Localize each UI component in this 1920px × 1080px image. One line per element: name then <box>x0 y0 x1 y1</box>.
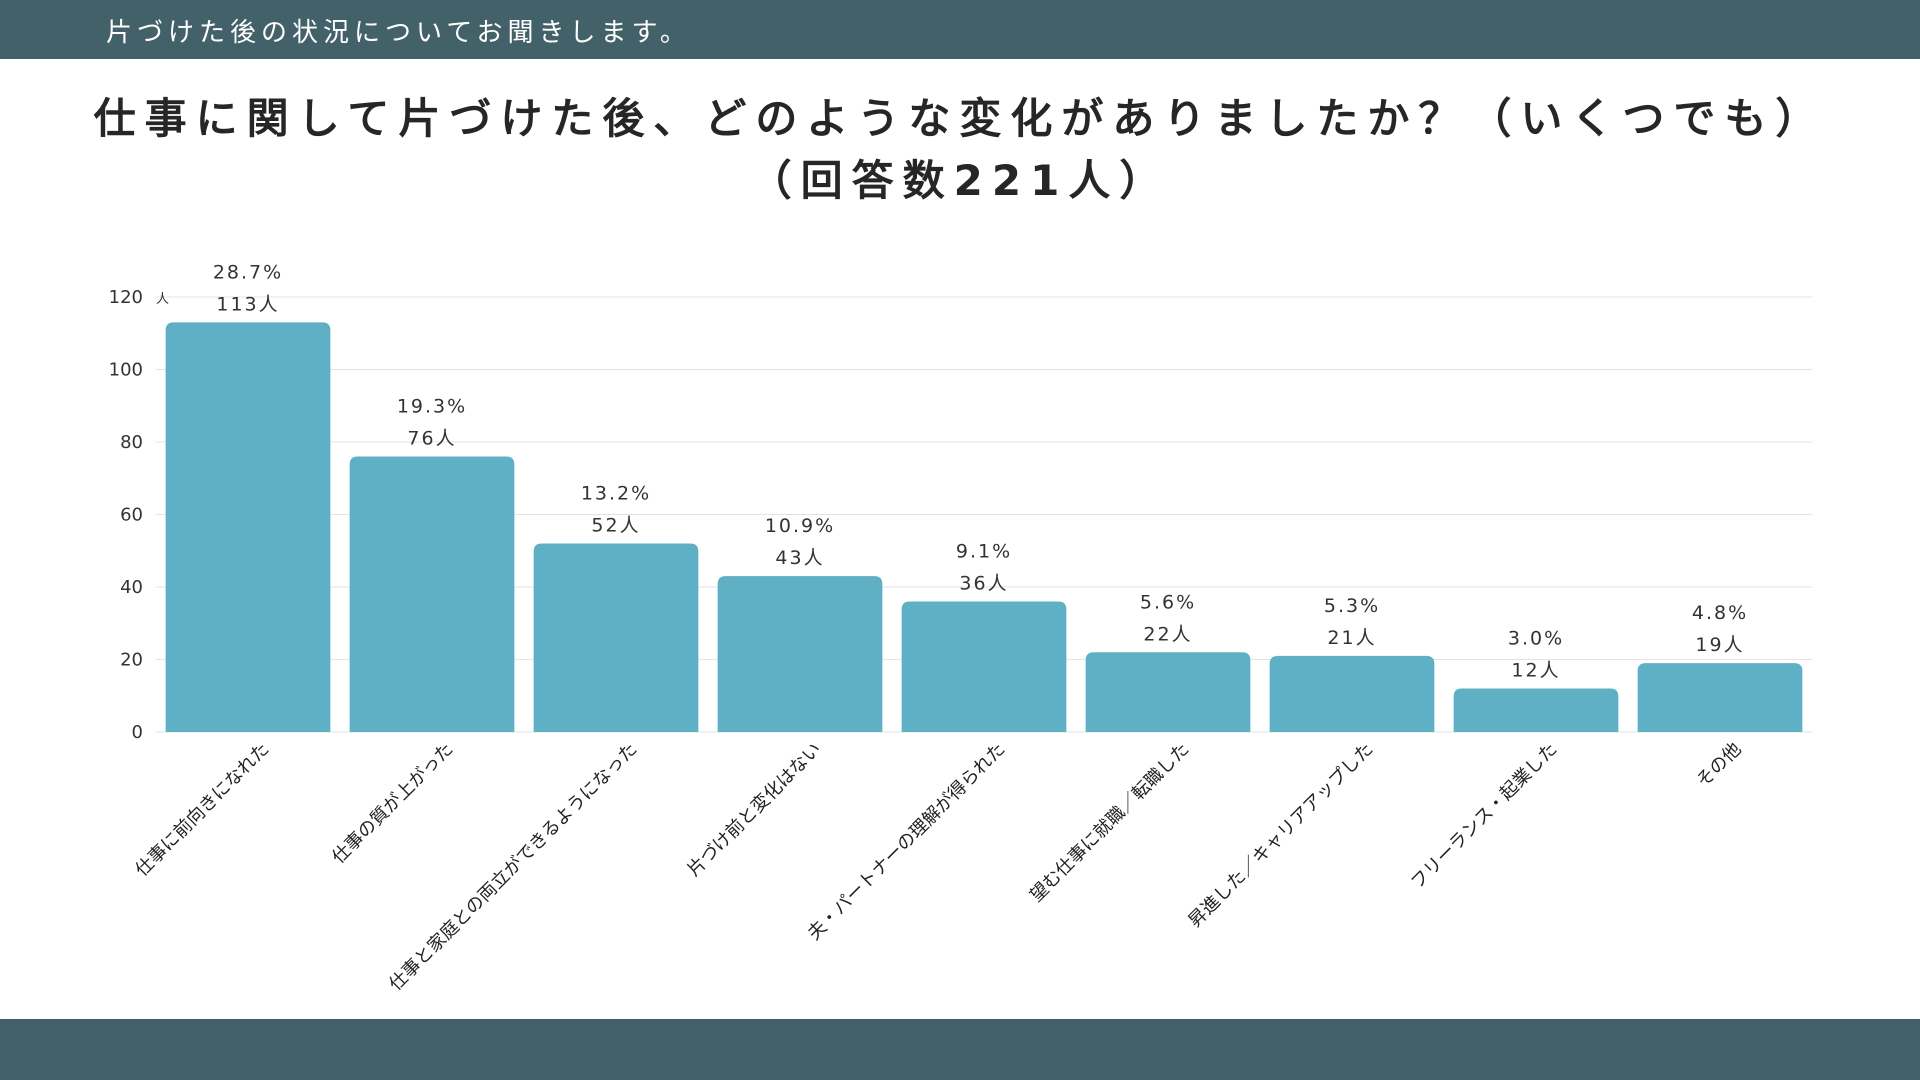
percent-label: 19.3% <box>397 396 467 418</box>
y-tick-label: 40 <box>120 577 143 598</box>
count-label: 22人 <box>1143 623 1192 645</box>
y-tick-label: 100 <box>109 360 143 381</box>
y-tick-label: 0 <box>132 722 143 743</box>
percent-label: 4.8% <box>1692 602 1748 624</box>
percent-label: 3.0% <box>1508 628 1564 650</box>
bar <box>349 456 515 732</box>
data-labels: 28.7% 113人 19.3% 76人 13.2% 52人 10.9% 43人 9.1% 36人… <box>213 261 1748 682</box>
bar-chart: 0 20 40 60 80 100 120 人 28.7% 113人 19.3% 76人 13.2% 5… <box>109 261 1812 995</box>
bar <box>717 576 883 732</box>
count-label: 21人 <box>1327 627 1376 649</box>
count-label: 76人 <box>407 428 456 450</box>
header-band: 片づけた後の状況についてお聞きします。 <box>0 0 1920 59</box>
y-tick-label: 80 <box>120 432 143 453</box>
chart-title-line-2: （回答数221人） <box>749 156 1171 205</box>
bar <box>1085 652 1251 732</box>
count-label: 113人 <box>216 293 279 315</box>
bar <box>165 322 331 732</box>
bar <box>1453 688 1619 732</box>
category-label: 仕事に前向きになれた <box>131 739 273 881</box>
y-tick-label: 60 <box>120 505 143 526</box>
chart-title-line-1: 仕事に関して片づけた後、どのような変化がありましたか？（いくつでも） <box>93 94 1827 143</box>
category-label: その他 <box>1693 739 1746 792</box>
count-label: 43人 <box>775 547 824 569</box>
category-label: 昇進した／キャリアアップした <box>1184 739 1377 932</box>
percent-label: 5.6% <box>1140 591 1196 613</box>
y-axis-ticks: 0 20 40 60 80 100 120 人 <box>109 287 169 743</box>
category-label: 夫・パートナーの理解が得られた <box>804 739 1010 945</box>
category-label: 片づけ前と変化はない <box>683 739 825 881</box>
category-label: 望む仕事に就職／転職した <box>1026 739 1194 907</box>
y-tick-label: 20 <box>120 650 143 671</box>
bars <box>165 322 1803 732</box>
chart-title: 仕事に関して片づけた後、どのような変化がありましたか？（いくつでも） （回答数2… <box>0 88 1920 212</box>
count-label: 52人 <box>591 515 640 537</box>
bar <box>1637 663 1803 732</box>
count-label: 36人 <box>959 573 1008 595</box>
percent-label: 9.1% <box>956 541 1012 563</box>
percent-label: 13.2% <box>581 483 651 505</box>
count-label: 12人 <box>1511 660 1560 682</box>
bar <box>1269 655 1435 732</box>
bar <box>533 543 699 732</box>
category-label: 仕事の質が上がった <box>328 739 457 868</box>
count-label: 19人 <box>1695 634 1744 656</box>
footer-band <box>0 1019 1920 1080</box>
category-label: フリーランス・起業した <box>1407 739 1562 894</box>
bar <box>901 601 1067 732</box>
y-tick-label: 120 <box>109 287 143 308</box>
section-subtitle: 片づけた後の状況についてお聞きします。 <box>106 18 691 48</box>
percent-label: 5.3% <box>1324 595 1380 617</box>
percent-label: 10.9% <box>765 515 835 537</box>
y-unit-label: 人 <box>156 292 169 307</box>
percent-label: 28.7% <box>213 261 283 283</box>
